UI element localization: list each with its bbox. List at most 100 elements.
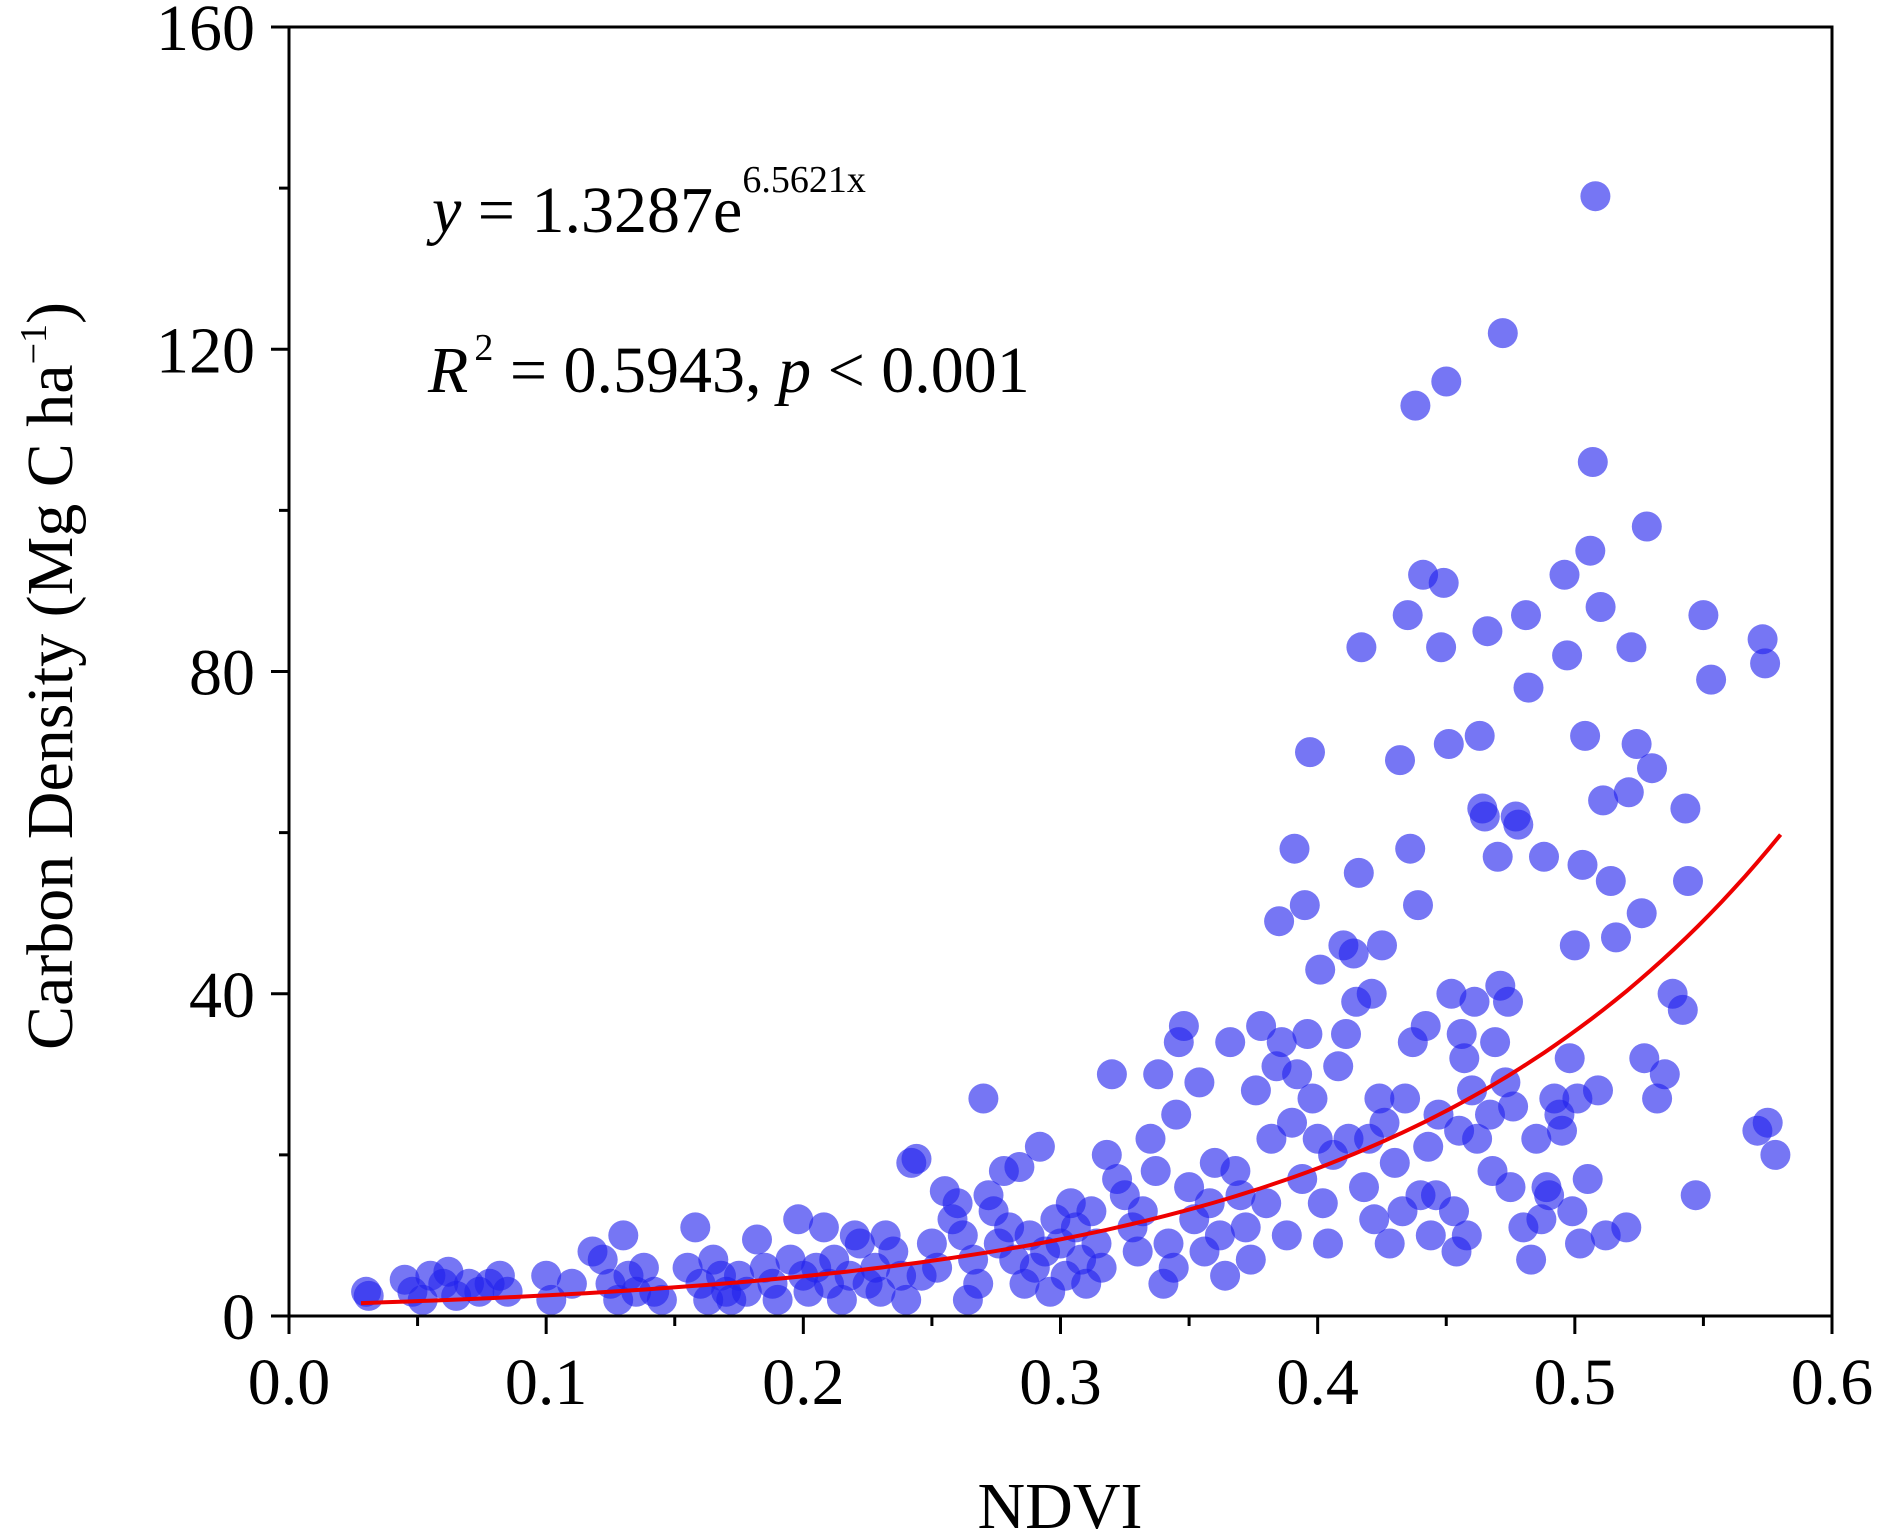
data-point: [1346, 632, 1377, 663]
data-point: [1526, 1204, 1557, 1235]
data-point: [1076, 1196, 1107, 1227]
data-point: [1513, 672, 1544, 703]
data-point: [1464, 720, 1495, 751]
data-point: [1251, 1188, 1282, 1219]
data-point: [1282, 1059, 1313, 1090]
data-point: [1271, 1220, 1302, 1251]
equation-annotation: y = 1.3287e6.5621x: [426, 159, 866, 247]
data-point: [1495, 1172, 1526, 1203]
data-point: [1572, 1164, 1603, 1194]
data-point: [1220, 1156, 1251, 1186]
data-point: [1364, 1083, 1395, 1114]
x-tick-label: 0.2: [762, 1346, 845, 1419]
data-point: [1264, 906, 1295, 937]
data-point: [1459, 986, 1490, 1017]
y-tick-label: 120: [156, 314, 255, 387]
data-point: [1457, 1075, 1487, 1106]
data-point: [1135, 1123, 1166, 1154]
data-point: [1498, 1091, 1529, 1122]
data-point: [844, 1228, 875, 1259]
data-point: [1680, 1180, 1711, 1211]
data-point: [1611, 1212, 1642, 1243]
data-point: [1323, 1051, 1354, 1082]
data-point: [1552, 640, 1583, 671]
data-point: [1577, 447, 1608, 477]
data-point: [1256, 1123, 1287, 1154]
data-point: [1395, 833, 1426, 864]
data-point: [1673, 866, 1703, 896]
data-point: [556, 1268, 587, 1299]
x-tick-label: 0.4: [1276, 1346, 1359, 1419]
data-point: [1240, 1075, 1271, 1106]
data-point: [1482, 841, 1513, 872]
data-point: [536, 1284, 567, 1315]
x-tick-label: 0.6: [1791, 1346, 1874, 1419]
data-point: [1583, 1075, 1613, 1106]
data-point: [1436, 978, 1467, 1009]
data-point: [762, 1284, 793, 1315]
data-point: [1413, 1131, 1444, 1162]
data-point: [731, 1276, 762, 1307]
data-point: [901, 1143, 932, 1174]
data-point: [1529, 841, 1559, 872]
data-point: [680, 1212, 711, 1243]
data-point: [1493, 986, 1523, 1017]
data-point: [1235, 1244, 1266, 1275]
data-point: [1184, 1067, 1215, 1098]
data-point: [1511, 600, 1541, 631]
x-tick-label: 0.1: [505, 1346, 588, 1419]
data-point: [1629, 1043, 1660, 1074]
data-point: [531, 1260, 562, 1291]
data-point: [1204, 1220, 1235, 1251]
data-point: [1338, 938, 1369, 969]
data-point: [1230, 1212, 1261, 1243]
data-point: [1266, 1027, 1297, 1058]
data-point: [826, 1284, 857, 1315]
data-point: [646, 1284, 677, 1315]
data-point: [1096, 1059, 1127, 1090]
y-tick-label: 160: [156, 0, 255, 65]
data-point: [1297, 1083, 1328, 1114]
data-point: [1688, 600, 1719, 631]
data-point: [1305, 954, 1336, 985]
data-point: [492, 1276, 523, 1307]
data-point: [1140, 1156, 1171, 1186]
x-tick-label: 0.3: [1019, 1346, 1102, 1419]
fit-curve: [360, 833, 1783, 1306]
data-point: [1091, 1139, 1122, 1170]
data-point: [1153, 1228, 1184, 1259]
data-point: [1158, 1252, 1189, 1283]
data-point: [808, 1212, 839, 1243]
data-point: [1626, 898, 1657, 929]
data-point: [1580, 181, 1611, 212]
data-point: [1333, 1123, 1364, 1154]
data-point: [1428, 567, 1459, 598]
data-point: [1081, 1228, 1112, 1259]
data-point: [891, 1284, 922, 1315]
data-point: [783, 1204, 814, 1235]
data-point: [1516, 1244, 1547, 1275]
y-tick-label: 40: [189, 959, 255, 1032]
data-point: [1570, 720, 1601, 751]
data-point: [1480, 1027, 1511, 1058]
data-point: [1696, 664, 1727, 695]
data-point: [1503, 809, 1534, 840]
data-point: [1313, 1228, 1343, 1259]
data-point: [1760, 1139, 1791, 1170]
data-point: [1161, 1099, 1192, 1130]
data-point: [1024, 1131, 1055, 1162]
y-axis-title: Carbon Density (Mg C ha−1): [13, 302, 87, 1050]
data-point: [886, 1260, 917, 1291]
data-point: [1475, 1099, 1505, 1130]
data-point: [1667, 994, 1698, 1025]
data-point: [1410, 1011, 1441, 1041]
data-point: [1379, 1147, 1410, 1178]
data-point: [1585, 592, 1616, 622]
data-point: [1747, 624, 1778, 655]
data-point: [1575, 535, 1606, 566]
data-point: [1331, 1019, 1361, 1049]
data-point: [1174, 1172, 1205, 1203]
data-point: [1168, 1011, 1199, 1041]
data-point: [878, 1236, 909, 1267]
data-point: [1343, 857, 1374, 888]
